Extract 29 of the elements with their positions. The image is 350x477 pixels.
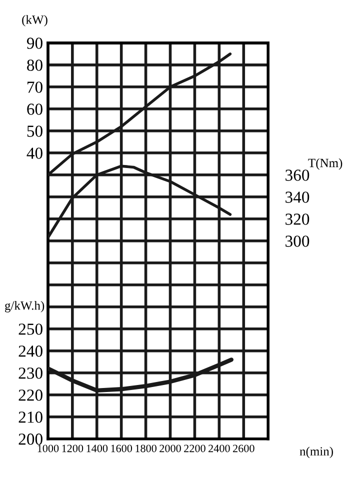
y3-tick-label: 250	[18, 324, 42, 335]
y2-tick-label: 320	[286, 214, 310, 225]
y3-tick-label: 220	[18, 390, 42, 401]
x-tick-label: 2200	[184, 444, 206, 452]
x-tick-label: 1200	[62, 444, 84, 452]
y2-axis-title: T(Nm)	[308, 158, 342, 170]
x-tick-label: 1000	[38, 444, 59, 452]
y3-tick-label: 240	[18, 346, 42, 357]
y-tick-label: 70	[28, 82, 42, 93]
x-tick-label: 2000	[160, 444, 181, 452]
y2-tick-label: 340	[286, 192, 310, 203]
y-tick-label: 40	[26, 148, 42, 159]
x-tick-label: 2600	[233, 444, 254, 452]
y3-tick-label: 210	[18, 412, 42, 423]
y-axis-title: (kW)	[22, 15, 48, 26]
x-tick-label: 1400	[86, 444, 108, 452]
x-tick-label: 1600	[111, 444, 132, 452]
y2-tick-label: 360	[286, 170, 310, 181]
x-axis-title: n(min)	[300, 446, 333, 458]
y3-axis-title: g/kW.h)	[5, 301, 44, 312]
x-tick-label: 1800	[136, 444, 156, 452]
y3-tick-label: 230	[18, 368, 42, 379]
y-tick-label: 60	[27, 104, 42, 115]
y-tick-label: 90	[26, 38, 42, 49]
x-tick-label: 2400	[208, 444, 230, 452]
y-tick-label: 80	[27, 60, 42, 71]
y2-tick-label: 300	[286, 236, 310, 247]
y3-tick-label: 200	[18, 434, 42, 445]
y-tick-label: 50	[27, 126, 42, 137]
